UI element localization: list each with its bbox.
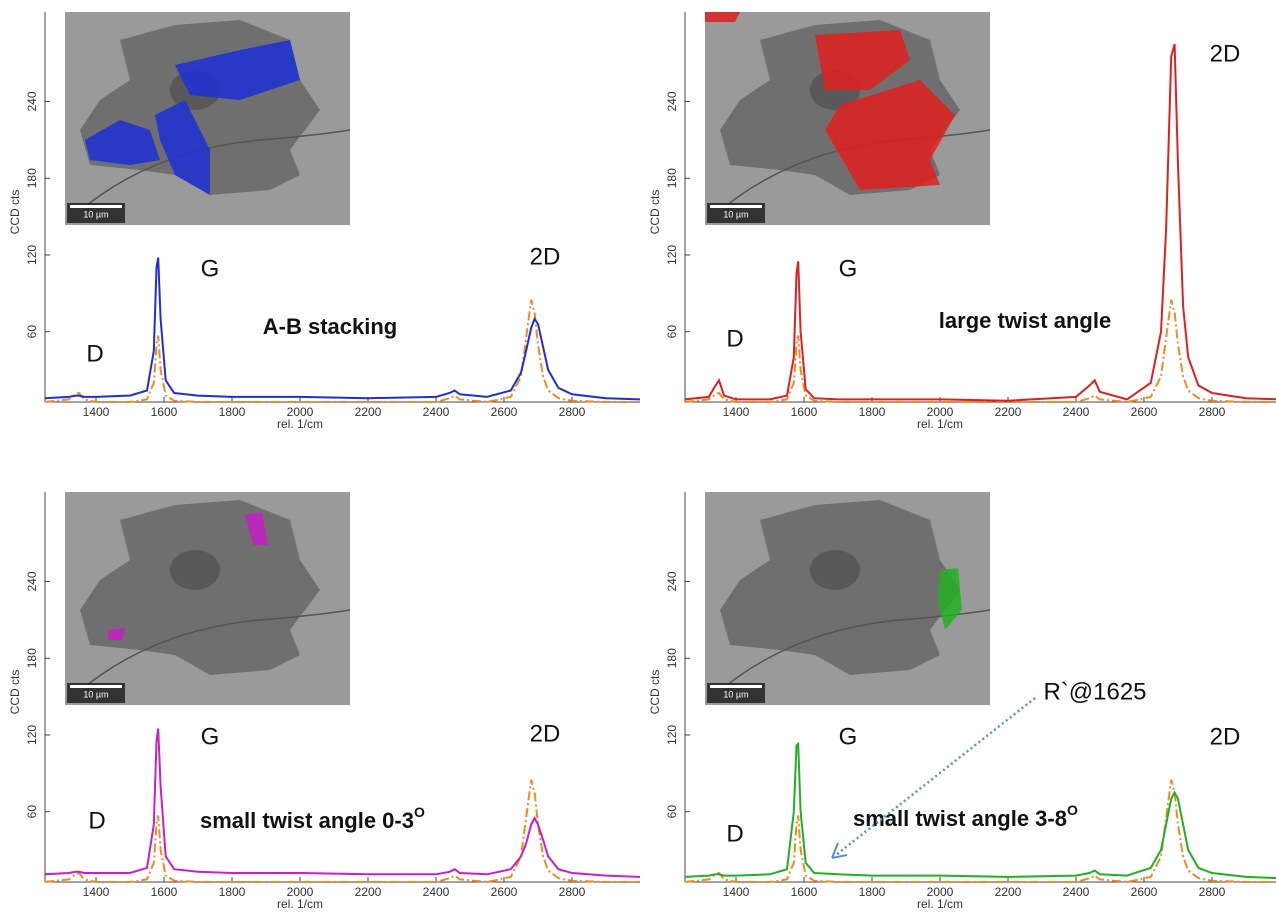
panel-label-sup: O <box>414 804 425 820</box>
x-tick-label: 1400 <box>83 405 110 419</box>
x-tick-label: 2200 <box>355 885 382 899</box>
x-tick-label: 2800 <box>1199 405 1226 419</box>
peak-label: G <box>201 255 220 282</box>
x-tick-label: 2400 <box>423 405 450 419</box>
spectrum-line <box>45 729 640 877</box>
x-tick-label: 2800 <box>559 405 586 419</box>
y-axis-label: CCD cts <box>8 670 22 715</box>
panel-label: A-B stacking <box>263 314 397 339</box>
x-tick-label: 1800 <box>859 885 886 899</box>
peak-label: D <box>86 340 103 367</box>
panel-label-text: A-B stacking <box>263 314 397 339</box>
y-tick-label: 60 <box>665 325 679 339</box>
x-axis-label: rel. 1/cm <box>917 897 963 911</box>
y-tick-label: 240 <box>665 91 679 111</box>
peak-label: G <box>839 255 858 282</box>
y-tick-label: 240 <box>665 571 679 591</box>
y-axis-label: CCD cts <box>648 670 662 715</box>
callout-arrowhead <box>832 843 847 858</box>
x-axis-label: rel. 1/cm <box>277 897 323 911</box>
scale-bar-label: 10 µm <box>83 209 108 219</box>
peak-label: 2D <box>530 243 561 270</box>
y-axis-label: CCD cts <box>8 190 22 235</box>
x-tick-label: 2600 <box>491 885 518 899</box>
inset-image: 10 µm <box>705 492 990 705</box>
x-tick-label: 1600 <box>151 885 178 899</box>
panel-label-sup: O <box>1067 802 1078 818</box>
scale-bar <box>70 685 122 688</box>
y-tick-label: 240 <box>25 91 39 111</box>
x-tick-label: 1400 <box>723 405 750 419</box>
y-tick-label: 180 <box>25 648 39 668</box>
x-tick-label: 2400 <box>1063 405 1090 419</box>
peak-label: 2D <box>530 720 561 747</box>
x-tick-label: 1600 <box>151 405 178 419</box>
y-axis-label: CCD cts <box>648 190 662 235</box>
x-tick-label: 1600 <box>791 405 818 419</box>
y-tick-label: 180 <box>665 168 679 188</box>
x-tick-label: 1400 <box>723 885 750 899</box>
y-tick-label: 120 <box>25 725 39 745</box>
y-tick-label: 180 <box>25 168 39 188</box>
inset-image: 10 µm <box>65 12 350 225</box>
y-tick-label: 120 <box>25 245 39 265</box>
y-tick-label: 180 <box>665 648 679 668</box>
scale-bar <box>70 205 122 208</box>
x-tick-label: 1800 <box>859 405 886 419</box>
callout-label: R`@1625 <box>1043 678 1146 705</box>
x-tick-label: 2200 <box>995 405 1022 419</box>
y-tick-label: 60 <box>25 805 39 819</box>
panel-label: small twist angle 3-8O <box>853 802 1078 831</box>
x-tick-label: 2600 <box>491 405 518 419</box>
x-tick-label: 2400 <box>1063 885 1090 899</box>
x-tick-label: 2600 <box>1131 885 1158 899</box>
peak-label: G <box>839 723 858 750</box>
x-tick-label: 2200 <box>995 885 1022 899</box>
y-tick-label: 60 <box>665 805 679 819</box>
x-tick-label: 2800 <box>559 885 586 899</box>
x-tick-label: 1600 <box>791 885 818 899</box>
peak-label: 2D <box>1210 723 1241 750</box>
figure: 6012018024014001600180020002200240026002… <box>0 0 1276 918</box>
panel-label: small twist angle 0-3O <box>200 804 425 833</box>
scale-bar <box>710 685 762 688</box>
spectrum-line <box>685 780 1276 882</box>
peak-label: 2D <box>1210 40 1241 67</box>
x-axis-label: rel. 1/cm <box>917 417 963 431</box>
x-tick-label: 1800 <box>219 885 246 899</box>
scale-bar-label: 10 µm <box>723 209 748 219</box>
panel-label-text: small twist angle 0-3 <box>200 808 414 833</box>
flake-spot <box>170 550 220 590</box>
x-tick-label: 1800 <box>219 405 246 419</box>
scale-bar <box>710 205 762 208</box>
x-tick-label: 2400 <box>423 885 450 899</box>
y-tick-label: 60 <box>25 325 39 339</box>
panel-label-text: large twist angle <box>939 308 1111 333</box>
panel-label-text: small twist angle 3-8 <box>853 806 1067 831</box>
x-tick-label: 2600 <box>1131 405 1158 419</box>
x-tick-label: 1400 <box>83 885 110 899</box>
flake-spot <box>810 550 860 590</box>
callout-arrow <box>836 698 1035 855</box>
x-axis-label: rel. 1/cm <box>277 417 323 431</box>
x-tick-label: 2200 <box>355 405 382 419</box>
peak-label: G <box>201 723 220 750</box>
x-tick-label: 2800 <box>1199 885 1226 899</box>
peak-label: D <box>726 325 743 352</box>
inset-image: 10 µm <box>65 492 350 705</box>
scale-bar-label: 10 µm <box>723 689 748 699</box>
scale-bar-label: 10 µm <box>83 689 108 699</box>
y-tick-label: 120 <box>665 245 679 265</box>
y-tick-label: 240 <box>25 571 39 591</box>
y-tick-label: 120 <box>665 725 679 745</box>
panel-label: large twist angle <box>939 308 1111 333</box>
inset-image: 10 µm <box>705 12 990 225</box>
peak-label: D <box>88 807 105 834</box>
peak-label: D <box>726 820 743 847</box>
